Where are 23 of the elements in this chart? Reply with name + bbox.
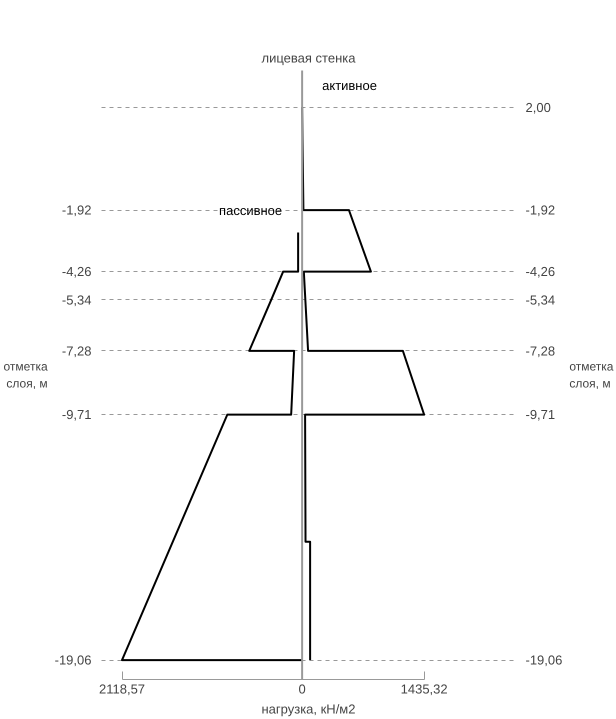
y-tick-label: -19,06 [54, 652, 92, 668]
y-axis-title: отметка слоя, м [4, 360, 48, 390]
y2-tick-label: -7,28 [526, 343, 556, 358]
y2-tick-label: -1,92 [526, 202, 556, 218]
y2-tick-label: -19,06 [526, 652, 562, 668]
line-series [121, 231, 304, 662]
series-label: пассивное [219, 202, 282, 218]
y2-axis-title: отметка слоя, м [569, 360, 614, 390]
chart-title: лицевая стенка [262, 50, 356, 66]
series-label: активное [322, 78, 377, 93]
y2-tick-label: -5,34 [526, 292, 556, 308]
y-tick-label: -5,34 [62, 292, 92, 308]
x-tick-label: 0 [298, 682, 306, 696]
x-tick-label: 1435,32 [400, 682, 448, 696]
y2-tick-label: -9,71 [526, 407, 556, 422]
y-tick-label: -1,92 [62, 202, 92, 218]
y-tick-label: -4,26 [62, 264, 92, 280]
x-axis-title: нагрузка, кН/м2 [262, 702, 356, 716]
y-tick-label: -9,71 [62, 407, 92, 422]
y-tick-label: -7,28 [62, 343, 92, 358]
y2-tick-label: 2,00 [526, 100, 551, 115]
y2-tick-label: -4,26 [526, 264, 556, 280]
x-tick-label: 2118,57 [99, 682, 146, 696]
